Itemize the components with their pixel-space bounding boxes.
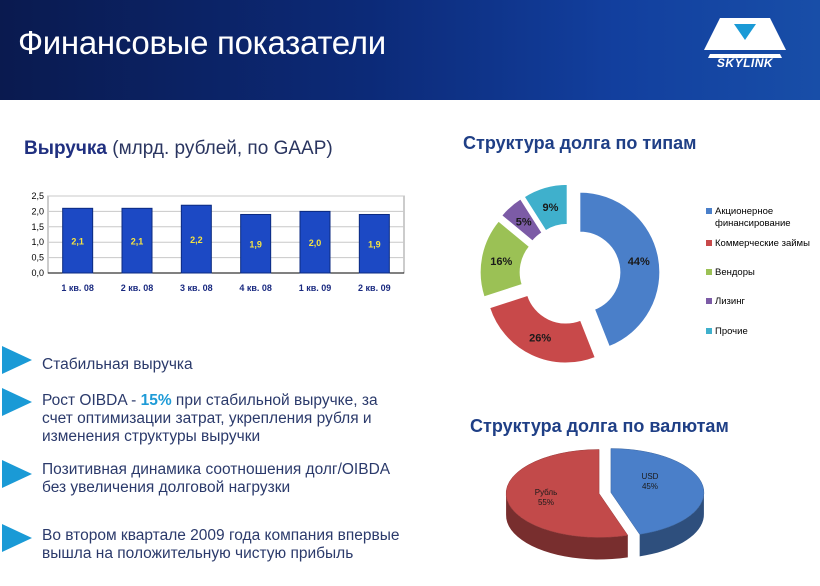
- slice-data-label: 5%: [516, 216, 532, 228]
- legend-swatch: [706, 240, 712, 246]
- bar: [358, 213, 390, 274]
- bullet-arrow-icon: [2, 524, 32, 552]
- page-title: Финансовые показатели: [18, 24, 386, 61]
- skylink-logo: SKYLINK: [690, 10, 800, 80]
- legend-label: Коммерческие займы: [715, 238, 810, 249]
- bullet-text: Стабильная выручка: [42, 356, 193, 373]
- logo-text: SKYLINK: [716, 56, 774, 70]
- slice-data-label: 44%: [628, 256, 650, 268]
- legend-swatch: [706, 328, 712, 334]
- y-tick-label: 0,5: [31, 253, 44, 263]
- debt-types-donut-chart: 44% 26% 16% 5% 9% Акционерное финансирование Ко…: [479, 183, 810, 364]
- bar: [121, 207, 153, 274]
- revenue-title-rest: (млрд. рублей, по GAAP): [106, 138, 333, 159]
- bar-data-label: 2,2: [190, 235, 203, 245]
- bar: [299, 210, 331, 274]
- x-tick-label: 4 кв. 08: [239, 283, 272, 293]
- bar-data-label: 2,0: [309, 238, 322, 248]
- bar-data-label: 2,1: [131, 237, 144, 247]
- slice-name-label: USD: [642, 472, 659, 481]
- slice-data-label: 26%: [529, 332, 551, 344]
- legend-swatch: [706, 208, 712, 214]
- pie-slice-top: [610, 448, 705, 535]
- bar-data-label: 2,1: [71, 237, 84, 247]
- revenue-title: Выручка (млрд. рублей, по GAAP): [24, 138, 333, 160]
- y-tick-label: 1,5: [31, 222, 44, 232]
- debt-types-title: Структура долга по типам: [463, 133, 697, 153]
- bullet-text-post: при стабильной выручке, за счет оптимиза…: [42, 392, 378, 445]
- revenue-title-bold: Выручка: [24, 138, 107, 159]
- bar-data-label: 1,9: [249, 240, 262, 250]
- plot-area: [47, 195, 405, 274]
- slice-data-label: 16%: [490, 256, 512, 268]
- pie-slice-top: [505, 449, 629, 538]
- revenue-bar-chart: 0,0 0,5 1,0 1,5 2,0 2,5 2,1 1 кв. 08 2,1 2 кв. 08…: [31, 191, 405, 293]
- bullet-arrow-icon: [2, 388, 32, 416]
- bar: [240, 213, 272, 274]
- donut-slice: [523, 183, 568, 232]
- donut-slice: [579, 191, 661, 348]
- oibda-growth-value: 15%: [140, 392, 172, 409]
- donut-slice: [479, 220, 531, 298]
- bar: [62, 207, 94, 274]
- slice-data-label: 45%: [642, 482, 658, 491]
- legend-swatch: [706, 298, 712, 304]
- bullet-arrow-icon: [2, 346, 32, 374]
- y-tick-label: 2,0: [31, 206, 44, 216]
- y-tick-label: 1,0: [31, 237, 44, 247]
- x-tick-label: 1 кв. 09: [299, 283, 332, 293]
- legend-swatch: [706, 269, 712, 275]
- x-tick-label: 3 кв. 08: [180, 283, 213, 293]
- bullet-arrow-icon: [2, 460, 32, 488]
- slice-data-label: 9%: [543, 202, 559, 214]
- logo-mark-icon: [704, 18, 786, 58]
- slice-data-label: 55%: [538, 498, 554, 507]
- legend-label: Прочие: [715, 326, 748, 337]
- bullet-text: Рост OIBDA - 15% при стабильной выручке,…: [42, 392, 412, 446]
- legend-label: Акционерное финансирование: [715, 206, 791, 229]
- legend-label: Вендоры: [715, 267, 755, 278]
- donut-slice: [501, 198, 543, 242]
- bullet-text: Позитивная динамика соотношения долг/OIB…: [42, 461, 391, 496]
- x-tick-label: 2 кв. 08: [121, 283, 154, 293]
- y-tick-label: 0,0: [31, 268, 44, 278]
- donut-slice: [489, 294, 596, 364]
- bullet-text: Во втором квартале 2009 года компания вп…: [42, 527, 400, 562]
- pie-slice-side: [639, 491, 704, 557]
- y-tick-label: 2,5: [31, 191, 44, 201]
- bullet-text-pre: Рост OIBDA -: [42, 392, 141, 409]
- debt-currency-title: Структура долга по валютам: [470, 416, 729, 436]
- pie-slice-side: [506, 492, 628, 560]
- bar-data-label: 1,9: [368, 240, 381, 250]
- bar: [180, 204, 212, 274]
- legend-label: Лизинг: [715, 296, 745, 307]
- x-tick-label: 2 кв. 09: [358, 283, 391, 293]
- slice-name-label: Рубль: [535, 488, 557, 497]
- x-tick-label: 1 кв. 08: [61, 283, 94, 293]
- header-banner: Финансовые показатели SKYLINK: [0, 0, 820, 100]
